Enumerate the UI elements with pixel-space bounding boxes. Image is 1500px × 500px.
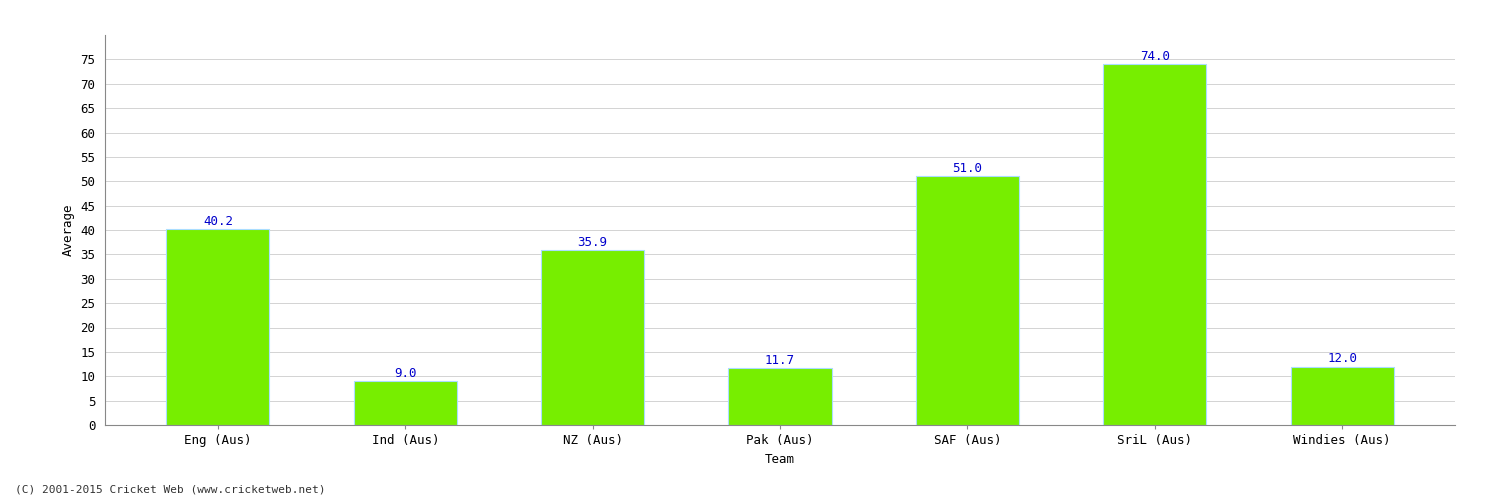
Bar (166, 229, 270, 425)
Text: 74.0: 74.0 (1140, 50, 1170, 63)
Text: 51.0: 51.0 (952, 162, 982, 175)
Text: 9.0: 9.0 (394, 366, 417, 380)
Text: 12.0: 12.0 (1328, 352, 1358, 365)
Bar (729, 368, 831, 425)
Text: 11.7: 11.7 (765, 354, 795, 366)
Bar (916, 176, 1019, 425)
Text: 40.2: 40.2 (202, 214, 232, 228)
Bar (1290, 366, 1394, 425)
Text: (C) 2001-2015 Cricket Web (www.cricketweb.net): (C) 2001-2015 Cricket Web (www.cricketwe… (15, 485, 326, 495)
Bar (542, 250, 644, 425)
X-axis label: Team: Team (765, 452, 795, 466)
Y-axis label: Average: Average (62, 204, 75, 256)
Text: 35.9: 35.9 (578, 236, 608, 248)
Bar (354, 381, 458, 425)
Bar (1102, 64, 1206, 425)
